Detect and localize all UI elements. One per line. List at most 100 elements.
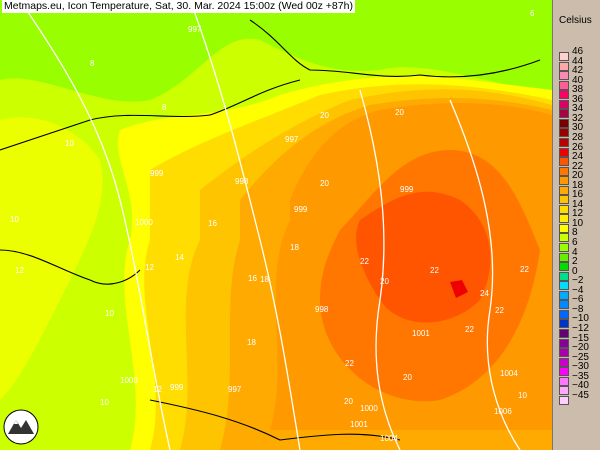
- legend-label: 28: [572, 131, 584, 143]
- legend-swatch: [559, 367, 569, 377]
- legend-swatch: [559, 233, 569, 243]
- map-label: 1001: [350, 420, 368, 429]
- legend-label: 4: [572, 246, 578, 258]
- legend-swatch: [559, 271, 569, 281]
- legend-swatch: [559, 90, 569, 100]
- legend-unit: Celsius: [559, 15, 592, 26]
- map-label: 8: [90, 59, 95, 68]
- legend-label: 16: [572, 189, 584, 201]
- isobars: [19, 0, 521, 450]
- map-label: 20: [403, 373, 412, 382]
- legend-swatch: [559, 262, 569, 272]
- map-label: 24: [480, 289, 489, 298]
- map-label: 10: [518, 391, 527, 400]
- map-label: 999: [150, 169, 164, 178]
- map-label: 1000: [135, 218, 153, 227]
- legend-swatch: [559, 328, 569, 338]
- map-label: 20: [380, 277, 389, 286]
- map-label: 16: [208, 219, 217, 228]
- legend-label: −45: [572, 389, 589, 401]
- legend-label: −2: [572, 275, 584, 287]
- legend-swatch: [559, 319, 569, 329]
- map-label: 22: [430, 266, 439, 275]
- legend-swatch: [559, 386, 569, 396]
- legend-label: 30: [572, 122, 584, 134]
- legend-label: −8: [572, 303, 584, 315]
- map-label: 20: [320, 111, 329, 120]
- legend-label: −12: [572, 322, 589, 334]
- legend-label: 26: [572, 141, 584, 153]
- legend-label: 34: [572, 103, 584, 115]
- legend-label: 20: [572, 170, 584, 182]
- color-legend: Celsius 46 44 42 40 38 36 34 32 30 28 26 24 22 20 18 16…: [552, 0, 600, 450]
- legend-label: −20: [572, 342, 589, 354]
- legend-swatch: [559, 357, 569, 367]
- legend-label: −10: [572, 313, 589, 325]
- legend-swatch: [559, 195, 569, 205]
- map-label: 10: [10, 215, 19, 224]
- map-label: 1001: [412, 329, 430, 338]
- temperature-map[interactable]: 997 8 8 10 999 1000 10 12 12 10 14 16 16 998 999 18 997 2…: [0, 0, 552, 450]
- region-6-8: [0, 0, 552, 102]
- legend-swatch: [559, 252, 569, 262]
- region-24-26: [450, 280, 468, 298]
- map-label: 997: [285, 135, 299, 144]
- map-label: 999: [170, 383, 184, 392]
- legend-swatch: [559, 185, 569, 195]
- map-label: 998: [315, 305, 329, 314]
- legend-swatch: [559, 348, 569, 358]
- map-label: 1000: [360, 404, 378, 413]
- map-label: 12: [15, 266, 24, 275]
- map-label: 1000: [120, 376, 138, 385]
- map-label: 22: [345, 359, 354, 368]
- legend-swatch: [559, 376, 569, 386]
- legend-swatch: [559, 157, 569, 167]
- legend-label: 38: [572, 84, 584, 96]
- map-label: 1006: [494, 407, 512, 416]
- map-label: 998: [235, 177, 249, 186]
- legend-label: 0: [572, 265, 578, 277]
- legend-swatch: [559, 99, 569, 109]
- legend-label: 6: [572, 237, 578, 248]
- map-label: 22: [360, 257, 369, 266]
- legend-label: 46: [572, 46, 584, 57]
- legend-swatch: [559, 290, 569, 300]
- legend-swatch: [559, 204, 569, 214]
- legend-label: 32: [572, 112, 584, 124]
- map-label: 22: [495, 306, 504, 315]
- legend-label: 2: [572, 256, 578, 268]
- map-label: 1004: [380, 434, 398, 443]
- map-label: 20: [344, 397, 353, 406]
- map-label: 12: [153, 385, 162, 394]
- map-label: 18: [247, 338, 256, 347]
- legend-label: 36: [572, 93, 584, 105]
- metmaps-logo: [3, 409, 39, 445]
- legend-label: 24: [572, 151, 584, 163]
- map-title: Metmaps.eu, Icon Temperature, Sat, 30. M…: [2, 0, 355, 13]
- legend-label: 14: [572, 198, 584, 210]
- map-label: 14: [175, 253, 184, 262]
- legend-label: −25: [572, 351, 589, 363]
- map-label: 18: [260, 275, 269, 284]
- legend-label: 42: [572, 65, 584, 77]
- legend-label: −4: [572, 284, 584, 296]
- map-label: 10: [100, 398, 109, 407]
- legend-swatch: [559, 309, 569, 319]
- map-labels: 997 8 8 10 999 1000 10 12 12 10 14 16 16 998 999 18 997 2…: [10, 9, 535, 443]
- region-10-west: [0, 117, 103, 400]
- legend-swatch: [559, 80, 569, 90]
- legend-swatch: [559, 281, 569, 291]
- map-label: 10: [65, 139, 74, 148]
- legend-label: 8: [572, 227, 578, 239]
- legend-swatch: [559, 128, 569, 138]
- legend-label: −35: [572, 370, 589, 382]
- legend-swatch: [559, 147, 569, 157]
- map-label: 997: [228, 385, 242, 394]
- legend-swatch: [559, 243, 569, 252]
- legend-swatch: [559, 395, 569, 405]
- legend-swatch: [559, 52, 569, 61]
- legend-swatch: [559, 166, 569, 176]
- legend-swatch: [559, 300, 569, 310]
- legend-label: 44: [572, 55, 584, 67]
- map-label: 16: [248, 274, 257, 283]
